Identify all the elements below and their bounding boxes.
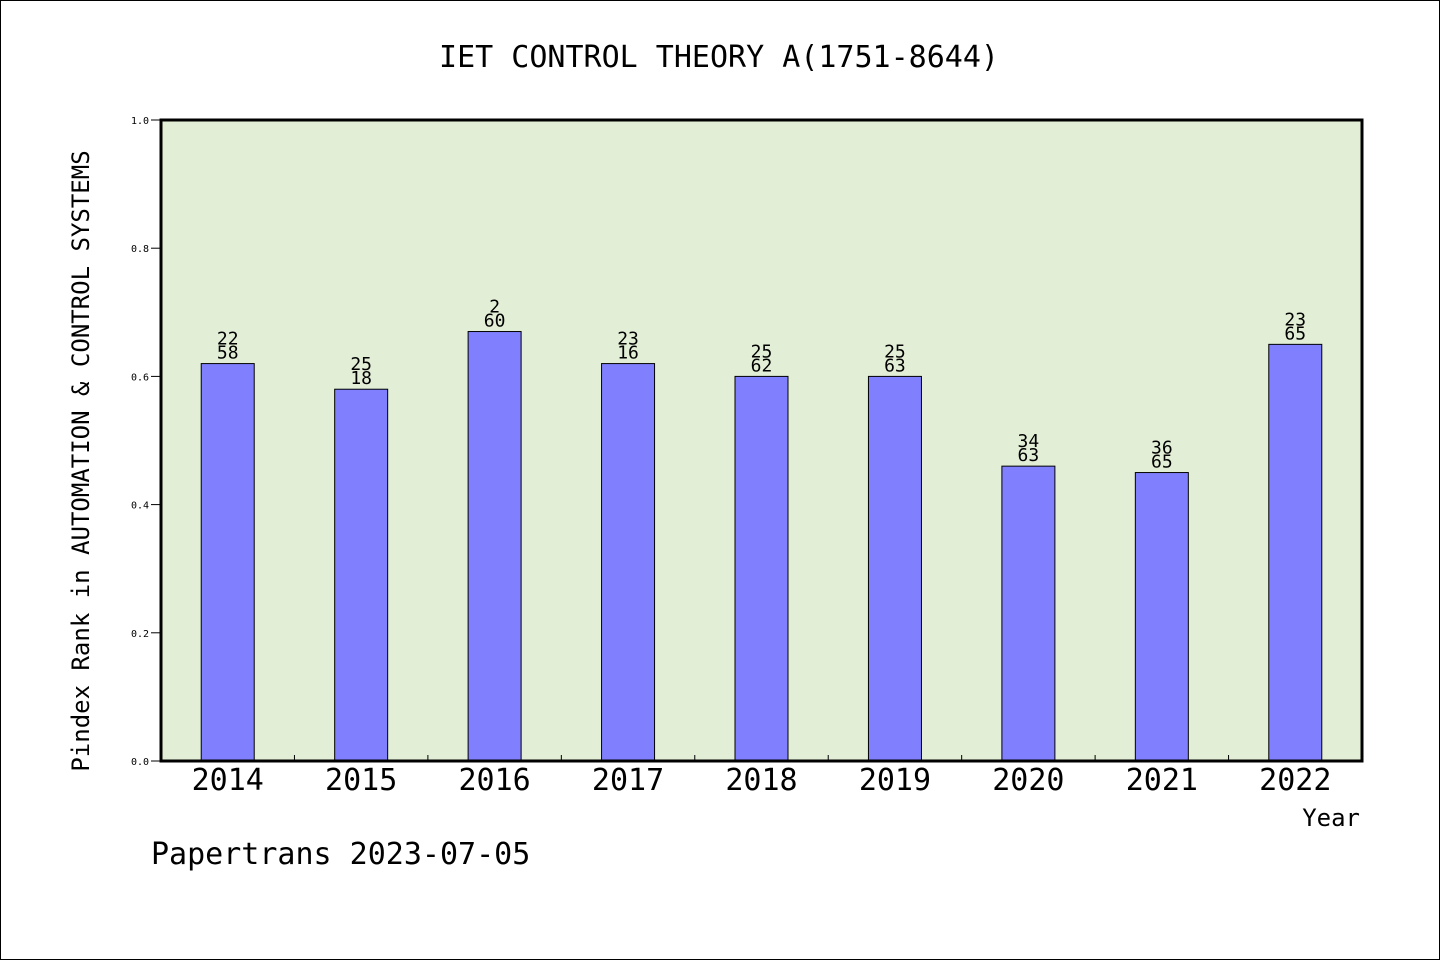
bar-2022 — [1268, 343, 1323, 762]
y-tick-label-0.0: 0.0 — [131, 757, 149, 768]
data-label-bottom-2016: 60 — [484, 311, 506, 332]
y-tick-label-0.8: 0.8 — [131, 244, 149, 255]
y-tick-label-0.2: 0.2 — [131, 629, 149, 640]
data-label-top-2016: 2 — [489, 297, 500, 318]
y-axis: 0.0 0.2 0.4 0.6 0.8 1.0 — [131, 116, 161, 768]
data-label-top-2014: 22 — [217, 329, 239, 350]
data-label-top-2015: 25 — [350, 354, 372, 375]
x-tick-label-2021: 2021 — [1126, 763, 1198, 798]
data-label-bottom-2014: 58 — [217, 343, 239, 364]
chart-title: IET CONTROL THEORY A(1751-8644) — [439, 40, 999, 75]
data-label-top-2020: 34 — [1018, 431, 1040, 452]
data-label-bottom-2019: 63 — [884, 355, 906, 376]
data-label-bottom-2017: 16 — [617, 343, 639, 364]
x-tick-label-2014: 2014 — [192, 763, 264, 798]
bar-2020 — [1001, 465, 1056, 762]
data-label-bottom-2022: 65 — [1284, 323, 1306, 344]
y-tick-label-0.6: 0.6 — [131, 372, 149, 383]
data-label-bottom-2021: 65 — [1151, 452, 1173, 473]
data-label-bottom-2018: 62 — [751, 355, 773, 376]
x-tick-label-2015: 2015 — [325, 763, 397, 798]
x-tick-label-2022: 2022 — [1259, 763, 1331, 798]
bar-2017 — [601, 363, 656, 762]
data-label-top-2019: 25 — [884, 341, 906, 362]
data-label-bottom-2020: 63 — [1018, 445, 1040, 466]
footer-credit: Papertrans 2023-07-05 — [151, 837, 530, 872]
bar-2018 — [734, 375, 789, 762]
bar-2014 — [200, 363, 255, 762]
x-tick-label-2020: 2020 — [992, 763, 1064, 798]
data-label-top-2018: 25 — [751, 341, 773, 362]
data-label-top-2017: 23 — [617, 329, 639, 350]
data-label-top-2022: 23 — [1284, 309, 1306, 330]
plot-border — [159, 118, 1364, 763]
y-axis-label: Pindex Rank in AUTOMATION & CONTROL SYST… — [67, 150, 95, 771]
y-tick-label-0.4: 0.4 — [131, 501, 149, 512]
x-tick-label-2018: 2018 — [725, 763, 797, 798]
bar-2016 — [467, 331, 522, 762]
bar-2015 — [334, 388, 389, 762]
y-tick-label-1.0: 1.0 — [131, 116, 149, 127]
x-tick-label-2019: 2019 — [859, 763, 931, 798]
x-axis-label: Year — [1302, 804, 1360, 832]
x-tick-label-2016: 2016 — [458, 763, 530, 798]
x-tick-label-2017: 2017 — [592, 763, 664, 798]
data-label-top-2021: 36 — [1151, 438, 1173, 459]
x-axis: 2014 2015 2016 2017 2018 2019 2020 2021 2022 — [192, 755, 1331, 798]
bar-2021 — [1134, 472, 1189, 762]
bar-2019 — [867, 375, 922, 762]
data-label-bottom-2015: 18 — [350, 368, 372, 389]
